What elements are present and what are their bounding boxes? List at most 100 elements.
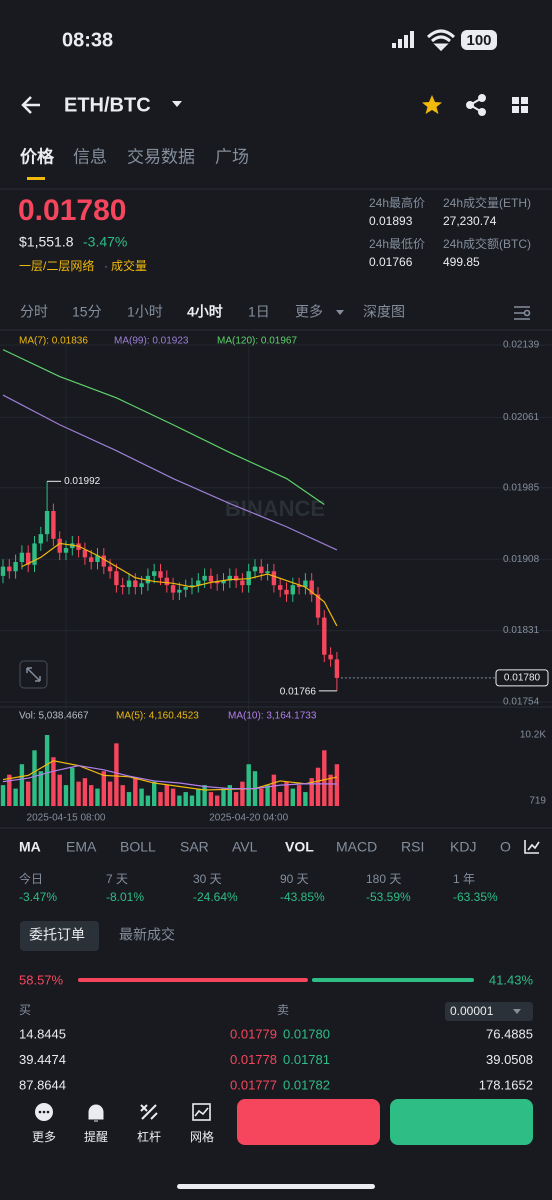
volume-bar — [183, 792, 188, 806]
back-button[interactable] — [21, 96, 40, 114]
volume-bar — [278, 792, 283, 806]
tab[interactable]: 信息 — [73, 147, 107, 166]
period-label: 今日 — [19, 871, 43, 886]
candle-body — [95, 555, 100, 562]
candle-body — [296, 585, 302, 588]
interval[interactable]: 分时 — [20, 304, 48, 320]
candle-body — [0, 566, 6, 576]
candle-body — [309, 580, 314, 595]
legend-entry: MA(10): 3,164.1733 — [228, 711, 317, 722]
candle-body — [284, 589, 289, 595]
volume-bar — [51, 757, 56, 806]
candle-body — [26, 552, 31, 565]
indicator-tab[interactable]: SAR — [180, 839, 209, 855]
volume-bar — [38, 771, 43, 806]
volume-bar — [189, 795, 195, 806]
candle-body — [196, 580, 201, 586]
volume-bar — [271, 774, 277, 806]
volume-bar — [227, 785, 232, 806]
tag[interactable]: 成交量 — [111, 258, 147, 273]
volume-bar — [44, 735, 50, 806]
more-dropdown[interactable] — [336, 310, 344, 315]
layout-icon[interactable] — [512, 97, 528, 113]
sell-button[interactable] — [390, 1099, 533, 1145]
buy-button[interactable] — [237, 1099, 380, 1145]
y-tick-label: 0.01985 — [503, 482, 540, 493]
pair-dropdown[interactable] — [172, 101, 182, 107]
indicator-tab[interactable]: EMA — [66, 839, 97, 855]
interval[interactable]: 深度图 — [363, 304, 405, 320]
volume-bar — [177, 795, 182, 806]
candle-body — [252, 566, 258, 572]
candle-body — [145, 575, 151, 584]
ask-price: 0.01780 — [283, 1026, 330, 1041]
volume-bar — [265, 785, 270, 806]
stat-label: 24h最低价 — [369, 237, 425, 251]
bid-qty: 14.8445 — [19, 1026, 66, 1041]
bid-price: 0.01777 — [230, 1077, 277, 1092]
indicator-tab[interactable]: MACD — [336, 839, 377, 855]
indicator-tab[interactable]: O — [500, 839, 511, 855]
interval[interactable]: 15分 — [72, 304, 102, 320]
candle-body — [32, 543, 37, 565]
interval[interactable]: 更多 — [295, 304, 323, 320]
volume-bar — [145, 795, 151, 806]
candle-body — [322, 617, 327, 655]
last-price-box — [495, 669, 549, 687]
grid-icon[interactable] — [192, 1103, 211, 1121]
tool-label[interactable]: 杠杆 — [137, 1129, 161, 1144]
tab[interactable]: 价格 — [20, 146, 55, 166]
ma-line — [2, 760, 338, 791]
candle-body — [152, 571, 157, 576]
legend-entry: MA(5): 4,160.4523 — [116, 711, 199, 722]
candle-body — [101, 555, 106, 567]
precision[interactable]: 0.00001 — [450, 1004, 494, 1018]
indicator-tab[interactable]: KDJ — [450, 839, 476, 855]
indicator-tab[interactable]: VOL — [285, 839, 314, 855]
precision-box[interactable] — [445, 1002, 533, 1021]
tool-label[interactable]: 网格 — [190, 1129, 214, 1144]
alert-icon[interactable] — [88, 1104, 104, 1122]
x-tick-label: 2025-04-15 08:00 — [27, 813, 106, 824]
candle-body — [107, 566, 113, 572]
candle-body — [240, 580, 245, 586]
period-change: -63.35% — [453, 890, 498, 904]
tab[interactable]: 广场 — [215, 147, 249, 166]
last-price-label: 0.01780 — [504, 673, 541, 684]
tag[interactable]: 一层/二层网络 — [19, 258, 94, 273]
interval[interactable]: 1小时 — [127, 304, 163, 320]
stat-value: 0.01766 — [369, 255, 413, 269]
candle-body — [170, 585, 176, 593]
volume-bar — [89, 785, 94, 806]
period-label: 90 天 — [280, 872, 309, 886]
candle-body — [51, 510, 56, 539]
indicator-tab[interactable]: MA — [19, 839, 41, 855]
tool-label[interactable]: 提醒 — [84, 1129, 108, 1144]
candle-body — [82, 549, 88, 558]
favorite-star[interactable] — [422, 95, 442, 114]
book-tab[interactable]: 最新成交 — [119, 927, 175, 943]
pair[interactable]: ETH/BTC — [64, 94, 151, 116]
share-icon[interactable] — [466, 94, 486, 116]
indicator-tab[interactable]: BOLL — [120, 839, 156, 855]
indicator-tab[interactable]: AVL — [232, 839, 258, 855]
candle-body — [164, 577, 169, 586]
period-label: 180 天 — [366, 872, 401, 886]
book-tab[interactable]: 委托订单 — [29, 927, 85, 943]
volume-bar — [152, 781, 157, 806]
interval[interactable]: 1日 — [248, 304, 270, 320]
tool-label[interactable]: 更多 — [32, 1130, 56, 1144]
tab[interactable]: 交易数据 — [127, 147, 195, 166]
expand-button[interactable] — [19, 660, 48, 689]
margin-icon[interactable] — [140, 1104, 158, 1120]
stat-value: 499.85 — [443, 255, 480, 269]
settings-icon[interactable] — [514, 306, 531, 320]
volume-bar — [126, 792, 132, 806]
low-label: 0.01766 — [280, 687, 317, 698]
indicator-tab[interactable]: RSI — [401, 839, 424, 855]
interval[interactable]: 4小时 — [187, 304, 223, 320]
volume-bar — [259, 788, 264, 806]
draw-icon[interactable] — [524, 840, 540, 854]
col-header: 卖 — [277, 1003, 289, 1017]
